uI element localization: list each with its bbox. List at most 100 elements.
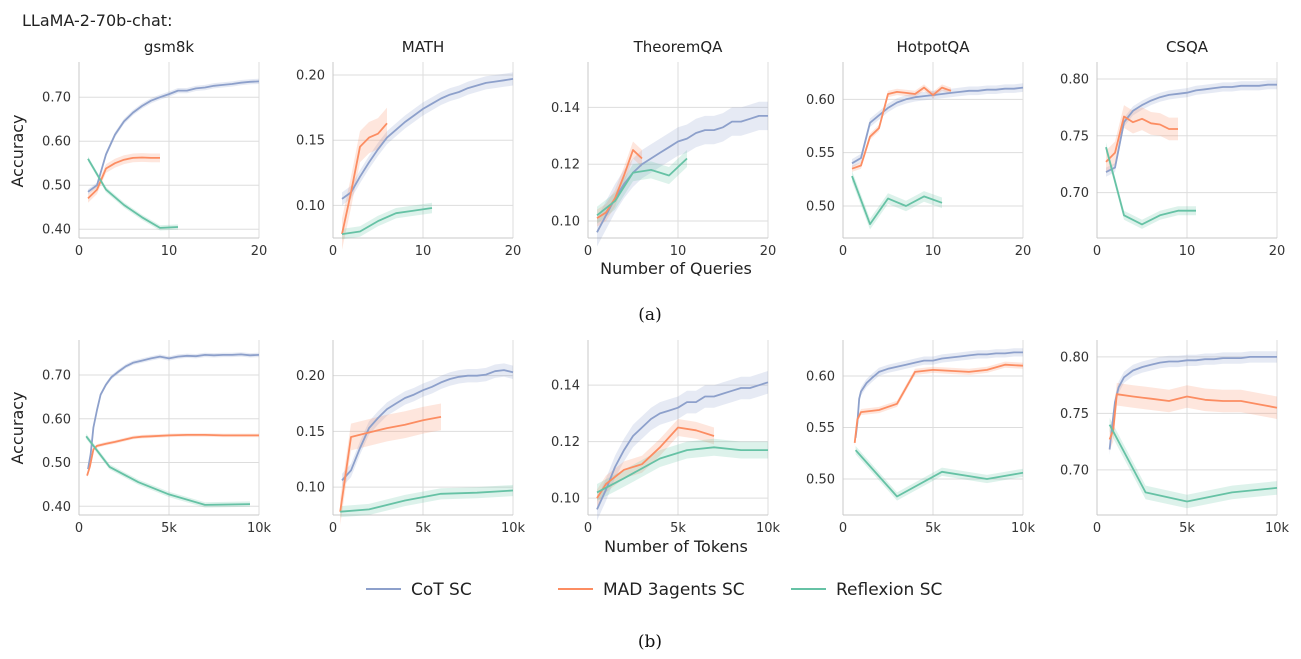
series-line	[1105, 115, 1178, 163]
x-tick-label: 0	[329, 521, 337, 536]
series-band	[854, 361, 1023, 446]
series-band	[1109, 382, 1277, 451]
y-tick-label: 0.40	[42, 223, 71, 238]
series-line	[854, 351, 1023, 438]
y-tick-label: 0.70	[42, 369, 71, 384]
legend-label: Reflexion SC	[836, 580, 942, 600]
x-tick-label: 10k	[501, 521, 526, 536]
series-line	[87, 353, 260, 470]
series-line	[851, 175, 943, 226]
panel-b-5: 0.70 0.75 0.80 0 5k 10k	[1060, 340, 1290, 536]
x-tick-label: 20	[1015, 244, 1032, 259]
x-tick-label: 10k	[247, 521, 272, 536]
x-tick-label: 20	[760, 244, 777, 259]
series-line	[853, 363, 1024, 444]
series-line	[1108, 355, 1277, 450]
panel-title: gsm8k	[144, 38, 194, 56]
panel-a-3: 0.10 0.12 0.14 0 10 20 TheoremQA	[551, 38, 776, 259]
panel-a-1: 0.40 0.50 0.60 0.70 0 10 20 gsm8k	[42, 38, 267, 259]
legend: CoT SC MAD 3agents SC Reflexion SC	[366, 580, 942, 600]
series-line	[87, 80, 260, 193]
series-line	[341, 78, 514, 200]
y-tick-label: 0.15	[296, 134, 325, 149]
x-tick-label: 5k	[925, 521, 941, 536]
series-line	[1105, 146, 1196, 226]
caption-a: (a)	[638, 305, 661, 325]
y-tick-label: 0.50	[806, 200, 835, 215]
y-tick-label: 0.75	[1060, 129, 1089, 144]
y-tick-label: 0.60	[806, 93, 835, 108]
y-tick-label: 0.60	[42, 135, 71, 150]
y-tick-label: 0.15	[296, 425, 325, 440]
x-tick-label: 10k	[756, 521, 781, 536]
row-b-ylabel: Accuracy	[8, 391, 27, 464]
panel-b-4: 0.50 0.55 0.60 0 5k 10k	[806, 340, 1036, 536]
series-band	[852, 170, 942, 230]
y-tick-label: 0.10	[551, 492, 580, 507]
series-line	[85, 435, 251, 506]
series-band	[597, 150, 687, 224]
x-tick-label: 0	[839, 244, 847, 259]
x-tick-label: 5k	[670, 521, 686, 536]
series-line	[339, 416, 442, 512]
panel-title: MATH	[402, 38, 444, 56]
series-band	[342, 107, 387, 250]
x-tick-label: 10	[925, 244, 942, 259]
y-tick-label: 0.55	[806, 146, 835, 161]
series-band	[597, 438, 768, 501]
series-line	[596, 157, 688, 217]
x-tick-label: 0	[75, 521, 83, 536]
series-line	[851, 86, 1024, 165]
series-band	[88, 352, 259, 472]
series-line	[1108, 393, 1278, 440]
y-tick-label: 0.40	[42, 500, 71, 515]
series-line	[341, 122, 388, 235]
series-line	[87, 158, 179, 229]
caption-b: (b)	[638, 632, 662, 652]
series-band	[342, 202, 432, 240]
series-band	[1109, 351, 1277, 456]
series-band	[86, 433, 250, 508]
x-tick-label: 10k	[1011, 521, 1036, 536]
y-tick-label: 0.55	[806, 421, 835, 436]
x-tick-label: 10	[415, 244, 432, 259]
panel-b-2: 0.10 0.15 0.20 0 5k 10k	[296, 340, 526, 536]
y-tick-label: 0.14	[551, 379, 580, 394]
y-tick-label: 0.50	[42, 456, 71, 471]
panel-b-3: 0.10 0.12 0.14 0 5k 10k	[551, 340, 781, 536]
x-tick-label: 0	[1093, 521, 1101, 536]
y-tick-label: 0.50	[42, 179, 71, 194]
panel-a-5: 0.70 0.75 0.80 0 10 20 CSQA	[1060, 38, 1285, 259]
series-line	[87, 156, 160, 200]
series-line	[596, 381, 769, 510]
series-line	[596, 115, 768, 233]
series-line	[596, 426, 715, 499]
y-tick-label: 0.10	[296, 481, 325, 496]
series-band	[597, 101, 768, 247]
x-tick-label: 0	[1093, 244, 1101, 259]
y-tick-label: 0.75	[1060, 407, 1089, 422]
x-tick-label: 20	[505, 244, 522, 259]
x-tick-label: 10	[161, 244, 178, 259]
y-tick-label: 0.12	[551, 435, 580, 450]
panel-title: HotpotQA	[897, 38, 971, 56]
x-tick-label: 10	[670, 244, 687, 259]
x-tick-label: 0	[584, 244, 592, 259]
y-tick-label: 0.60	[42, 412, 71, 427]
legend-label: MAD 3agents SC	[603, 580, 745, 600]
x-tick-label: 0	[584, 521, 592, 536]
x-tick-label: 0	[75, 244, 83, 259]
y-tick-label: 0.20	[296, 369, 325, 384]
x-tick-label: 20	[1269, 244, 1286, 259]
figure-title: LLaMA-2-70b-chat:	[22, 11, 172, 30]
series-band	[340, 484, 513, 518]
y-tick-label: 0.10	[551, 214, 580, 229]
series-band	[597, 419, 714, 507]
x-tick-label: 10	[1179, 244, 1196, 259]
y-tick-label: 0.70	[42, 91, 71, 106]
series-line	[341, 369, 514, 482]
x-tick-label: 0	[839, 521, 847, 536]
row-a-ylabel: Accuracy	[8, 114, 27, 187]
x-tick-label: 10k	[1265, 521, 1290, 536]
